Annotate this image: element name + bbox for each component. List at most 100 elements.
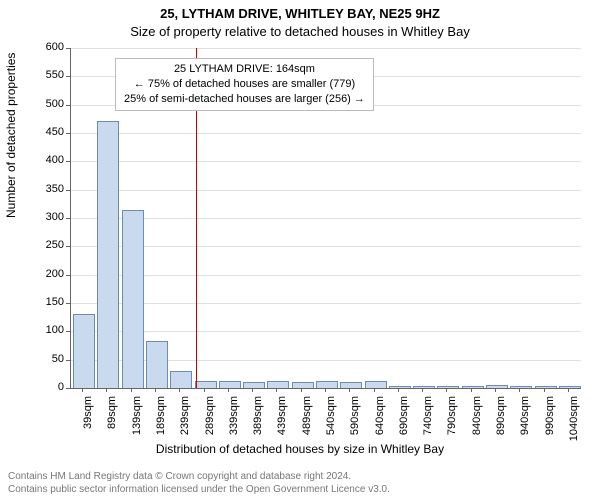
x-tick-label: 339sqm <box>228 396 240 456</box>
y-tick-mark <box>66 388 70 389</box>
x-tick-label: 389sqm <box>252 396 264 456</box>
x-tick-label: 790sqm <box>446 396 458 456</box>
y-tick-label: 350 <box>34 183 64 195</box>
gridline <box>71 331 581 332</box>
histogram-bar <box>219 381 241 388</box>
histogram-bar <box>413 386 435 388</box>
gridline <box>71 133 581 134</box>
y-tick-mark <box>66 331 70 332</box>
histogram-bar <box>559 386 581 388</box>
x-tick-mark <box>155 388 156 392</box>
y-tick-label: 250 <box>34 239 64 251</box>
x-tick-mark <box>544 388 545 392</box>
y-tick-label: 400 <box>34 154 64 166</box>
footer-line2: Contains public sector information licen… <box>8 483 592 496</box>
y-tick-mark <box>66 133 70 134</box>
y-tick-label: 550 <box>34 69 64 81</box>
gridline <box>71 161 581 162</box>
y-tick-mark <box>66 161 70 162</box>
histogram-bar <box>73 314 95 388</box>
histogram-bar <box>316 381 338 388</box>
x-tick-label: 189sqm <box>155 396 167 456</box>
histogram-bar <box>267 381 289 388</box>
x-tick-label: 690sqm <box>398 396 410 456</box>
x-tick-label: 640sqm <box>374 396 386 456</box>
x-tick-mark <box>422 388 423 392</box>
chart-title-line2: Size of property relative to detached ho… <box>0 24 600 39</box>
x-tick-label: 239sqm <box>179 396 191 456</box>
y-tick-label: 300 <box>34 211 64 223</box>
histogram-bar <box>97 121 119 388</box>
histogram-bar <box>122 210 144 388</box>
histogram-bar <box>462 386 484 388</box>
histogram-bar <box>170 371 192 388</box>
x-tick-mark <box>398 388 399 392</box>
histogram-bar <box>437 386 459 388</box>
x-tick-mark <box>471 388 472 392</box>
histogram-bar <box>365 381 387 388</box>
annotation-line2: ← 75% of detached houses are smaller (77… <box>124 77 365 92</box>
y-tick-mark <box>66 76 70 77</box>
gridline <box>71 190 581 191</box>
x-tick-mark <box>495 388 496 392</box>
y-tick-label: 50 <box>34 353 64 365</box>
x-tick-label: 890sqm <box>495 396 507 456</box>
x-tick-label: 439sqm <box>276 396 288 456</box>
annotation-box: 25 LYTHAM DRIVE: 164sqm ← 75% of detache… <box>115 58 374 111</box>
x-tick-label: 289sqm <box>204 396 216 456</box>
x-tick-label: 540sqm <box>325 396 337 456</box>
x-tick-label: 990sqm <box>544 396 556 456</box>
y-tick-mark <box>66 303 70 304</box>
footer-text: Contains HM Land Registry data © Crown c… <box>8 470 592 496</box>
x-tick-mark <box>106 388 107 392</box>
x-tick-label: 590sqm <box>349 396 361 456</box>
annotation-line3: 25% of semi-detached houses are larger (… <box>124 92 365 107</box>
histogram-bar <box>340 382 362 388</box>
x-tick-label: 39sqm <box>82 396 94 456</box>
x-tick-label: 89sqm <box>106 396 118 456</box>
chart-container: 25, LYTHAM DRIVE, WHITLEY BAY, NE25 9HZ … <box>0 0 600 500</box>
histogram-bar <box>535 386 557 388</box>
x-tick-mark <box>568 388 569 392</box>
x-tick-mark <box>325 388 326 392</box>
histogram-bar <box>389 386 411 388</box>
gridline <box>71 48 581 49</box>
y-tick-mark <box>66 105 70 106</box>
y-tick-label: 450 <box>34 126 64 138</box>
histogram-bar <box>195 381 217 388</box>
y-tick-label: 500 <box>34 98 64 110</box>
x-tick-mark <box>374 388 375 392</box>
y-tick-mark <box>66 190 70 191</box>
histogram-bar <box>243 382 265 388</box>
y-tick-mark <box>66 360 70 361</box>
x-tick-mark <box>446 388 447 392</box>
y-tick-mark <box>66 48 70 49</box>
y-tick-mark <box>66 218 70 219</box>
x-tick-mark <box>82 388 83 392</box>
histogram-bar <box>510 386 532 388</box>
x-tick-mark <box>204 388 205 392</box>
footer-line1: Contains HM Land Registry data © Crown c… <box>8 470 592 483</box>
gridline <box>71 218 581 219</box>
chart-title-line1: 25, LYTHAM DRIVE, WHITLEY BAY, NE25 9HZ <box>0 6 600 21</box>
y-tick-label: 600 <box>34 41 64 53</box>
x-tick-label: 139sqm <box>131 396 143 456</box>
gridline <box>71 275 581 276</box>
x-tick-label: 489sqm <box>301 396 313 456</box>
x-tick-mark <box>131 388 132 392</box>
x-tick-mark <box>276 388 277 392</box>
y-tick-label: 0 <box>34 381 64 393</box>
y-tick-label: 200 <box>34 268 64 280</box>
y-tick-mark <box>66 275 70 276</box>
x-tick-mark <box>519 388 520 392</box>
x-tick-label: 940sqm <box>519 396 531 456</box>
histogram-bar <box>486 385 508 388</box>
gridline <box>71 303 581 304</box>
annotation-line1: 25 LYTHAM DRIVE: 164sqm <box>124 62 365 77</box>
x-tick-mark <box>349 388 350 392</box>
y-tick-label: 100 <box>34 324 64 336</box>
x-tick-mark <box>252 388 253 392</box>
x-tick-mark <box>228 388 229 392</box>
gridline <box>71 246 581 247</box>
histogram-bar <box>146 341 168 388</box>
